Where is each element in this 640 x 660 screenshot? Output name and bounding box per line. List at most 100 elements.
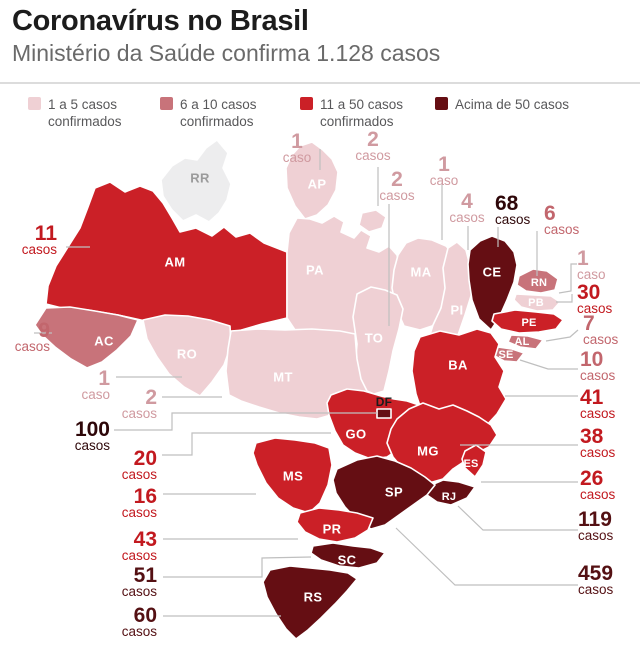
state-label-RO: RO: [176, 346, 198, 362]
legend-line: 1 a 5 casos: [48, 97, 118, 112]
page-title: Coronavírus no Brasil: [12, 5, 309, 37]
case-callout-PI: 4 casos: [449, 191, 485, 225]
state-label-AL: AL: [514, 336, 530, 348]
state-PB-shape: [513, 293, 561, 312]
state-label-MA: MA: [410, 264, 432, 280]
case-callout-DF: 100 casos: [74, 419, 110, 453]
legend-label-2: 6 a 10 casos confirmados: [180, 96, 257, 130]
case-count: 1: [438, 153, 450, 176]
marajo-island-shape: [358, 209, 387, 233]
legend-line: confirmados: [48, 114, 122, 129]
case-callout-GO: 20 casos: [121, 447, 157, 482]
state-RO-shape: [142, 314, 232, 397]
state-MS-shape: [252, 437, 333, 514]
state-RJ-shape: [426, 479, 476, 506]
state-label-AP: AP: [307, 176, 327, 192]
case-callout-PA: 2 casos: [355, 128, 390, 163]
state-label-PE: PE: [521, 317, 537, 329]
legend-item-2: 6 a 10 casos confirmados: [160, 96, 257, 130]
legend-line: 6 a 10 casos: [180, 97, 257, 112]
case-callout-CE: 68 casos: [495, 193, 531, 227]
case-unit: caso: [81, 387, 110, 402]
case-count: 119: [578, 508, 612, 531]
case-callout-RS: 60 casos: [122, 604, 157, 639]
case-unit: casos: [449, 210, 485, 225]
case-unit: casos: [544, 222, 580, 237]
state-ES-shape: [461, 444, 487, 478]
state-label-SE: SE: [498, 349, 514, 361]
legend-swatch-3: [300, 97, 313, 110]
case-unit: casos: [495, 212, 531, 227]
state-label-RJ: RJ: [441, 491, 457, 503]
case-callout-MA: 1 caso: [429, 153, 459, 188]
case-unit: casos: [121, 406, 157, 421]
leader-line-DF: [114, 412, 377, 431]
case-callout-RO: 1 caso: [81, 367, 110, 402]
case-callout-BA: 41 casos: [580, 387, 616, 421]
case-count: 26: [580, 467, 604, 490]
case-unit: caso: [429, 173, 459, 188]
header-divider: [0, 82, 640, 84]
page-subtitle: Ministério da Saúde confirma 1.128 casos: [12, 40, 441, 66]
legend-item-1: 1 a 5 casos confirmados: [28, 96, 122, 130]
case-count: 60: [133, 604, 157, 627]
case-unit: casos: [578, 582, 614, 597]
legend-line: 11 a 50 casos: [320, 97, 404, 112]
case-callout-MG: 38 casos: [580, 425, 615, 460]
case-count: 459: [578, 562, 614, 585]
state-label-GO: GO: [345, 426, 367, 442]
state-label-RS: RS: [303, 589, 323, 605]
case-count: 2: [367, 128, 379, 151]
state-label-AC: AC: [94, 333, 114, 349]
state-label-MT: MT: [273, 369, 293, 385]
case-callout-AL: 7 casos: [583, 312, 618, 347]
state-label-SP: SP: [384, 484, 404, 500]
state-label-PI: PI: [450, 302, 464, 318]
state-RS-shape: [262, 565, 358, 640]
case-count: 2: [145, 386, 157, 409]
legend-label-3: 11 a 50 casos confirmados: [320, 96, 403, 130]
case-count: 16: [133, 485, 157, 508]
case-count: 10: [580, 348, 604, 371]
case-count: 51: [133, 564, 157, 587]
legend-swatch-4: [435, 97, 448, 110]
case-callout-AC: 9 casos: [15, 320, 50, 354]
case-unit: casos: [121, 467, 157, 482]
case-count: 30: [577, 281, 601, 304]
case-callout-RJ: 119 casos: [578, 508, 614, 543]
case-count: 7: [583, 312, 595, 335]
case-callout-MS: 16 casos: [122, 485, 157, 520]
state-label-CE: CE: [482, 264, 502, 280]
legend-label-4: Acima de 50 casos: [455, 96, 569, 113]
state-label-PA: PA: [306, 262, 324, 278]
case-unit: casos: [121, 548, 157, 563]
case-count: 6: [544, 202, 556, 225]
case-count: 20: [133, 447, 157, 470]
legend-item-3: 11 a 50 casos confirmados: [300, 96, 403, 130]
case-unit: caso: [577, 267, 606, 282]
case-count: 1: [98, 367, 110, 390]
leader-line-SC: [163, 556, 312, 578]
case-callout-SP: 459 casos: [578, 562, 614, 597]
state-label-PR: PR: [322, 521, 342, 537]
state-SP-shape: [332, 455, 436, 530]
case-unit: casos: [580, 406, 616, 421]
state-label-AM: AM: [164, 254, 186, 270]
legend-line: confirmados: [180, 114, 254, 129]
state-AL-shape: [507, 334, 544, 350]
legend-line: confirmados: [320, 114, 394, 129]
case-unit: casos: [121, 584, 157, 599]
case-unit: caso: [282, 150, 312, 165]
case-count: 38: [580, 425, 604, 448]
legend-swatch-2: [160, 97, 173, 110]
case-count: 2: [391, 168, 403, 191]
leader-line-SP: [395, 527, 578, 586]
state-label-SC: SC: [337, 552, 357, 568]
case-callout-AM: 11 casos: [22, 222, 57, 257]
leader-line-SE: [519, 359, 578, 370]
case-unit: casos: [578, 528, 614, 543]
case-unit: casos: [74, 438, 110, 453]
state-label-ES: ES: [463, 458, 479, 470]
legend-line: Acima de 50 casos: [455, 97, 570, 112]
case-count: 11: [34, 222, 57, 245]
